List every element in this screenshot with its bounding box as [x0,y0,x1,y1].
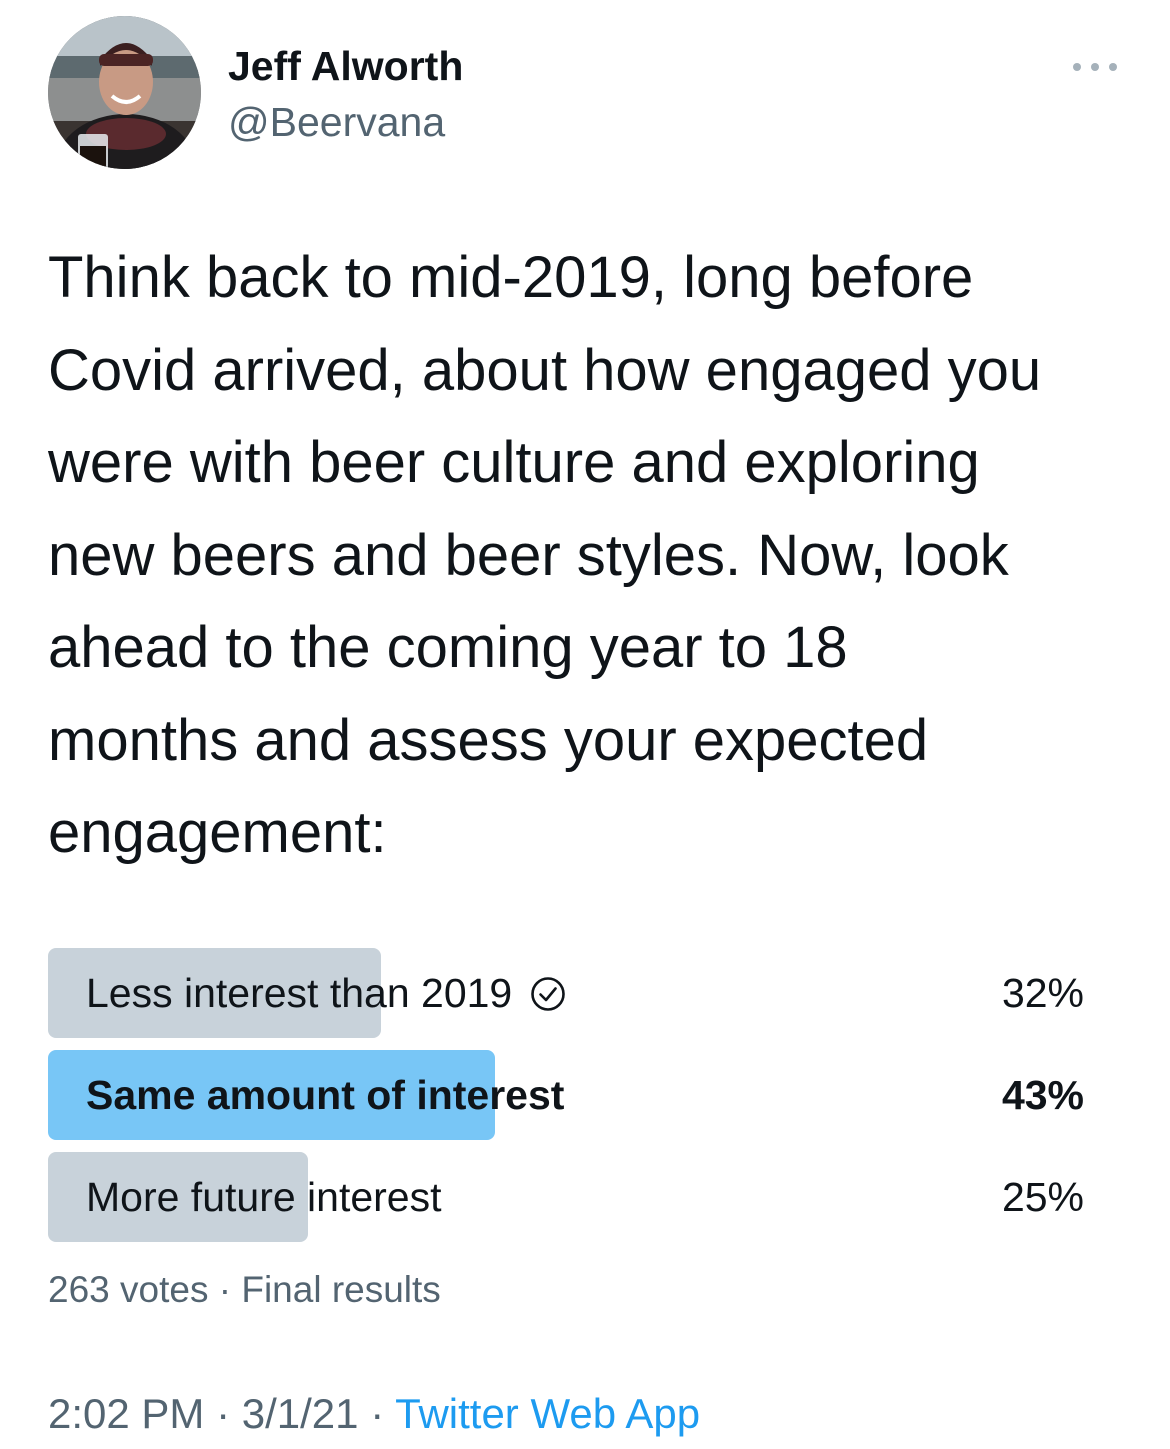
author-display-name[interactable]: Jeff Alworth [228,43,464,89]
poll-option-label: More future interest [86,1174,442,1220]
tweet-text-line: were with beer culture and exploring [48,430,980,495]
tweet-text: Think back to mid-2019, long before Covi… [48,232,1148,880]
poll-summary: 263 votes · Final results [48,1266,441,1314]
tweet-text-line: months and assess your expected [48,707,929,773]
author-avatar[interactable] [48,16,201,169]
separator: · [208,1269,242,1310]
tweet-date[interactable]: 3/1/21 [241,1390,359,1437]
author-handle[interactable]: @Beervana [228,99,446,145]
poll-result-bar [48,948,381,1038]
tweet-source-link[interactable]: Twitter Web App [395,1390,701,1437]
separator: · [358,1390,396,1437]
poll-option-percent: 25% [1001,1174,1084,1220]
poll-option-percent: 32% [1001,970,1084,1016]
poll-option-percent: 43% [1001,1072,1084,1118]
tweet-text-line: ahead to the coming year to 18 [48,615,848,680]
more-horizontal-icon[interactable] [1068,52,1122,82]
tweet-text-line: Think back to mid-2019, long before [48,245,974,310]
tweet-text-line: engagement: [48,800,387,865]
tweet-metadata: 2:02 PM · 3/1/21 · Twitter Web App [48,1386,700,1442]
poll-option-more-interest: More future interest 25% [48,1152,1088,1242]
tweet-text-line: Covid arrived, about how engaged you [48,337,1042,403]
separator: · [204,1390,242,1437]
poll-option-same-interest: Same amount of interest 43% [48,1050,1088,1140]
tweet-time[interactable]: 2:02 PM [48,1390,205,1437]
poll-result-bar [48,1152,308,1242]
tweet-text-line: new beers and beer styles. Now, look [48,522,1009,588]
poll-option-less-interest: Less interest than 2019 32% [48,948,1088,1038]
poll-option-label: Less interest than 2019 [86,970,513,1016]
poll-result-bar [48,1050,496,1140]
check-circle-icon [530,953,566,1011]
poll-option-label: Same amount of interest [86,1072,565,1118]
poll-vote-count: 263 votes [48,1269,209,1310]
poll-status: Final results [241,1269,441,1310]
